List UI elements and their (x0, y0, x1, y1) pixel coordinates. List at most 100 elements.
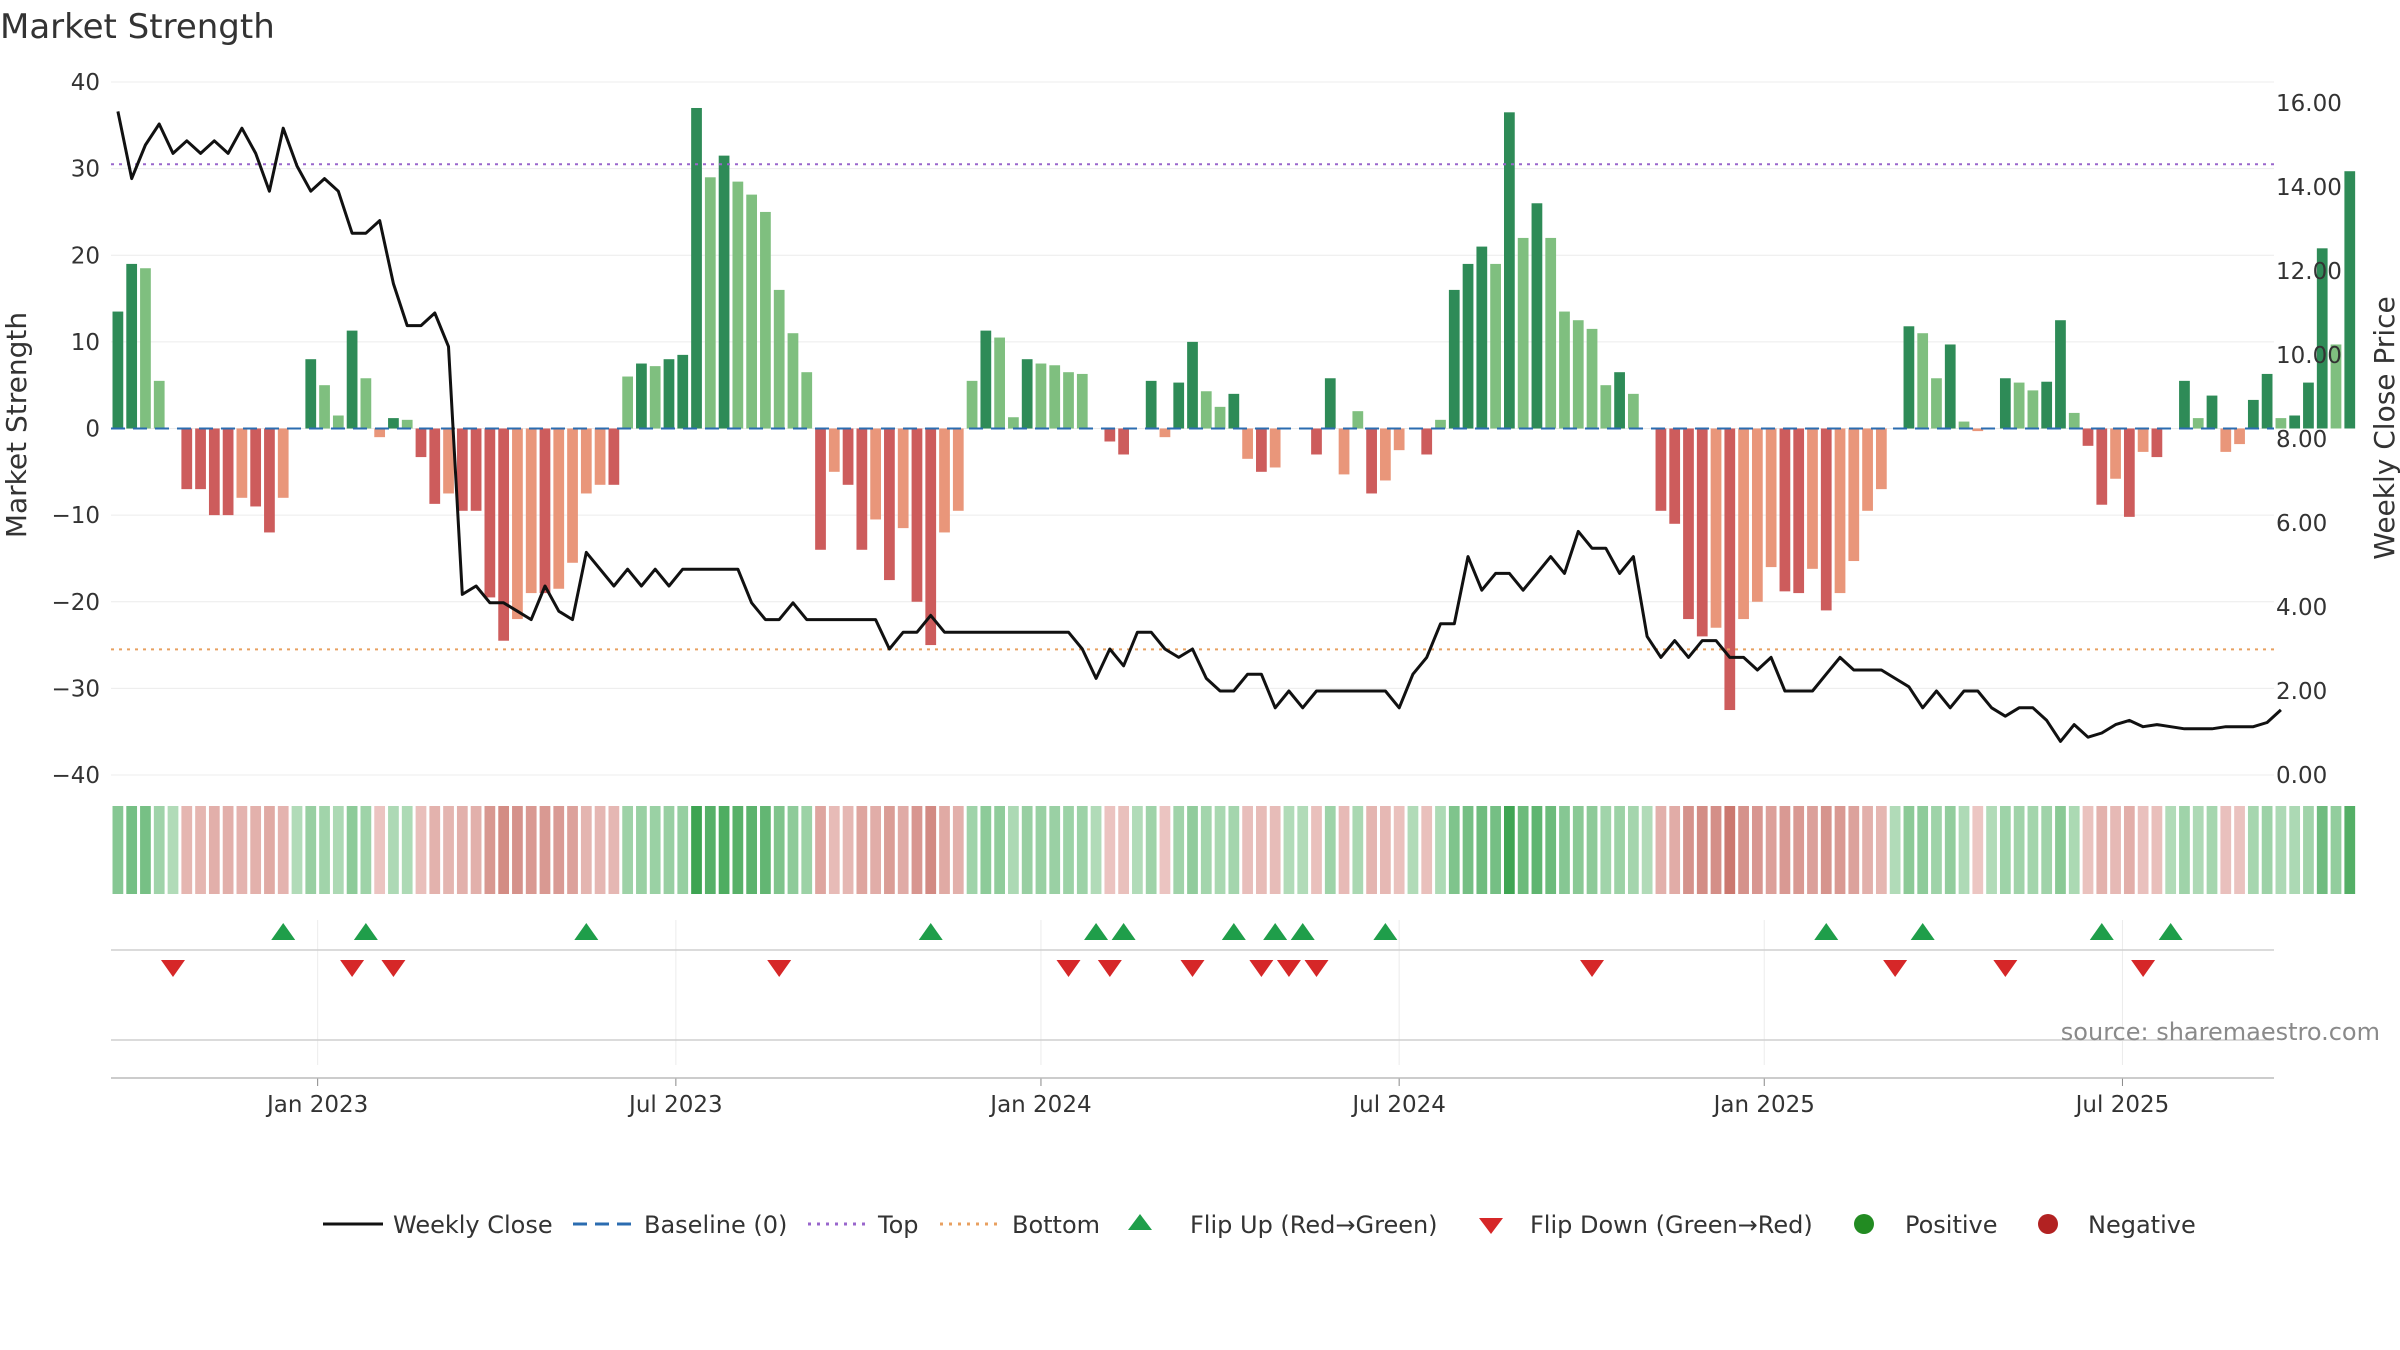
strength-bar (2234, 428, 2245, 445)
heat-cell (1380, 806, 1391, 894)
heat-cell (1683, 806, 1694, 894)
heat-cell (815, 806, 826, 894)
heat-cell (456, 806, 468, 894)
heat-cell (1779, 806, 1791, 894)
heat-cell (1228, 806, 1240, 894)
strength-bar (1393, 428, 1405, 451)
flip-markers (160, 923, 2183, 977)
strength-bar (1214, 406, 1226, 429)
heat-cell (1090, 806, 1102, 894)
strength-bar (2344, 171, 2356, 429)
strength-bar (2110, 428, 2121, 479)
strength-bar (842, 428, 854, 485)
strength-bar (443, 428, 454, 494)
heat-cell (1448, 806, 1460, 894)
legend-flip-up-label: Flip Up (Red→Green) (1190, 1211, 1438, 1239)
heat-cell (1724, 806, 1736, 894)
strength-bar (1352, 411, 1364, 429)
heat-cell (1586, 806, 1598, 894)
strength-bar (2206, 395, 2218, 429)
flip-down-marker (1304, 960, 1329, 977)
strength-bar (1104, 428, 1116, 442)
strength-bar (112, 311, 124, 429)
strength-bar (746, 194, 758, 429)
strength-bar (870, 428, 882, 520)
heat-cell (994, 806, 1005, 894)
heat-cell (649, 806, 661, 894)
heat-cell (346, 806, 358, 894)
right-tick-label: 4.00 (2276, 595, 2327, 621)
strength-bar (1944, 344, 1956, 429)
strength-bar (1710, 428, 1722, 628)
strength-bar (2275, 418, 2287, 429)
flip-up-marker (1221, 923, 1246, 940)
strength-bar (2316, 248, 2328, 429)
heat-cell (1862, 806, 1873, 894)
strength-bar (1476, 246, 1488, 429)
strength-bar (677, 354, 689, 429)
strength-bar (1627, 393, 1639, 429)
x-tick-label: Jan 2024 (988, 1092, 1091, 1118)
flip-up-marker (574, 923, 599, 940)
heat-cell (1407, 806, 1419, 894)
heat-cell (1710, 806, 1722, 894)
heat-cell (718, 806, 730, 894)
heat-cell (250, 806, 262, 894)
heat-cell (2247, 806, 2259, 894)
flip-up-marker (1263, 923, 1288, 940)
strength-heat-strip (112, 806, 2356, 894)
strength-bar (1049, 365, 1061, 429)
right-tick-label: 8.00 (2276, 427, 2327, 453)
strength-bar (1958, 421, 1970, 429)
heat-cell (1889, 806, 1901, 894)
strength-bar (897, 428, 909, 529)
left-tick-label: 30 (71, 157, 100, 183)
heat-cell (1655, 806, 1667, 894)
left-tick-label: 20 (71, 243, 100, 269)
strength-bar (539, 428, 551, 594)
strength-bar (1614, 372, 1625, 429)
heat-cell (1269, 806, 1281, 894)
heat-cell (1490, 806, 1501, 894)
heat-cell (167, 806, 179, 894)
flip-up-marker (2089, 923, 2114, 940)
left-tick-label: −10 (51, 503, 100, 529)
strength-bar (1600, 385, 1612, 429)
legend-weekly-close-label: Weekly Close (393, 1211, 553, 1239)
heat-cell (1476, 806, 1488, 894)
heat-cell (2013, 806, 2025, 894)
flip-up-marker (1290, 923, 1315, 940)
strength-bar (1008, 417, 1019, 429)
strength-bar (2041, 381, 2053, 429)
left-axis-title: Market Strength (0, 312, 33, 538)
strength-bar (925, 428, 937, 646)
heat-cell (1352, 806, 1364, 894)
heat-cell (2220, 806, 2232, 894)
heat-cell (636, 806, 647, 894)
heat-cell (925, 806, 937, 894)
strength-bar (1669, 428, 1681, 524)
strength-bar (1820, 428, 1832, 611)
heat-cell (1958, 806, 1970, 894)
legend-negative-label: Negative (2088, 1211, 2196, 1239)
strength-bar (2151, 428, 2163, 458)
heat-cell (1848, 806, 1860, 894)
strength-bar (1063, 372, 1074, 429)
legend-flip-down-label: Flip Down (Green→Red) (1530, 1211, 1813, 1239)
strength-bar (2123, 428, 2135, 517)
strength-bar (1311, 428, 1322, 455)
heat-cell (1132, 806, 1143, 894)
left-tick-label: 40 (71, 70, 100, 96)
strength-bar (1324, 378, 1336, 429)
strength-bar (856, 428, 868, 550)
strength-bar (2179, 380, 2190, 429)
strength-bar (332, 415, 344, 429)
heat-cell (1903, 806, 1915, 894)
strength-bar (884, 428, 895, 581)
strength-bar (594, 428, 606, 485)
heat-cell (264, 806, 275, 894)
heat-cell (1393, 806, 1405, 894)
flip-up-marker (1814, 923, 1839, 940)
strength-bar (305, 359, 317, 429)
heat-cell (1999, 806, 2011, 894)
